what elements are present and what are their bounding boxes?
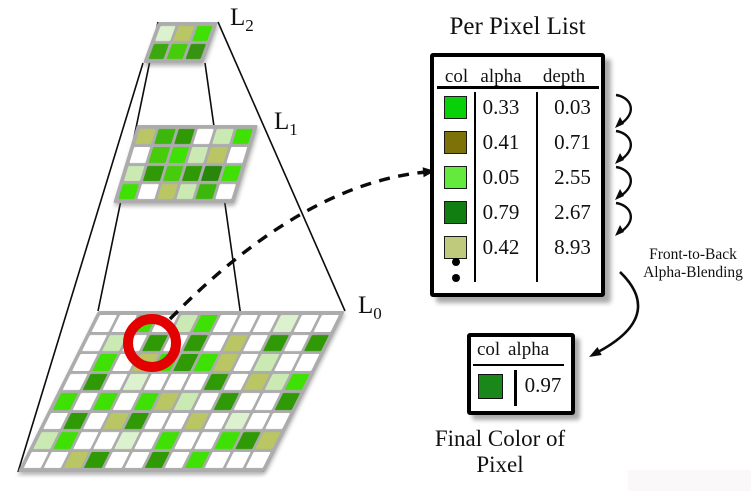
- final-header-col: col: [477, 339, 501, 360]
- final-column-divider: [514, 370, 517, 406]
- depth-value: 8.93: [554, 235, 591, 259]
- highlight-circle: [123, 314, 181, 372]
- final-header-rule: [473, 364, 564, 366]
- depth-value: 0.03: [554, 95, 591, 119]
- column-divider: [474, 92, 476, 282]
- mip-grid-l0: [17, 311, 345, 472]
- alpha-value: 0.42: [482, 235, 520, 259]
- label-l0: L0: [358, 292, 382, 323]
- pixel-list-row: 0.41 0.71: [434, 130, 601, 166]
- grid-cell: [168, 147, 190, 163]
- header-col: col: [444, 66, 469, 87]
- depth-value: 2.55: [554, 165, 591, 189]
- grid-cell: [201, 165, 223, 181]
- depth-value: 0.71: [554, 130, 591, 154]
- color-swatch: [444, 96, 467, 119]
- grid-cell: [191, 26, 213, 41]
- final-color-swatch: [478, 374, 503, 399]
- grid-cell: [206, 147, 228, 163]
- final-caption: Final Color of Pixel: [434, 426, 566, 477]
- header-depth: depth: [542, 66, 586, 87]
- label-l2: L2: [230, 4, 254, 35]
- grid-cell: [129, 147, 151, 163]
- blend-label-line1: Front-to-Back: [649, 246, 737, 263]
- header-alpha: alpha: [480, 66, 522, 87]
- grid-cell: [166, 44, 188, 59]
- grid-cell: [118, 183, 140, 199]
- blend-step-arrows: [615, 93, 633, 232]
- grid-cell: [143, 165, 165, 181]
- grid-cell: [162, 165, 184, 181]
- grid-cell: [220, 165, 242, 181]
- grid-cell: [154, 129, 176, 145]
- blend-result-arrowhead: [589, 347, 602, 357]
- alpha-value: 0.79: [482, 200, 520, 224]
- blend-step-arrowheads: [615, 117, 624, 236]
- label-l1: L1: [274, 108, 298, 139]
- blend-label: Front-to-Back Alpha-Blending: [633, 246, 751, 282]
- grid-cell: [231, 129, 253, 145]
- column-divider: [536, 92, 538, 282]
- alpha-value: 0.33: [482, 95, 520, 119]
- final-alpha-value: 0.97: [524, 373, 562, 397]
- ellipsis-dot: [452, 274, 460, 282]
- mip-grid-l2: [143, 22, 218, 63]
- grid-cell: [195, 183, 217, 199]
- color-swatch: [444, 166, 467, 189]
- pixel-list-row: 0.05 2.55: [434, 165, 601, 201]
- grid-cell: [123, 165, 145, 181]
- grid-cell: [148, 44, 170, 59]
- grid-cell: [176, 183, 198, 199]
- color-swatch: [444, 131, 467, 154]
- ellipsis-dot: [452, 258, 460, 266]
- grid-cell: [173, 129, 195, 145]
- color-swatch: [444, 201, 467, 224]
- grid-cell: [135, 129, 157, 145]
- pixel-list-row: 0.42 8.93: [434, 235, 601, 271]
- grid-cell: [157, 183, 179, 199]
- per-pixel-list-box: col alpha depth 0.33 0.03 0.41 0.71 0.05 2.55…: [430, 53, 605, 297]
- pixel-list-row: 0.79 2.67: [434, 200, 601, 236]
- grid-cell: [215, 183, 237, 199]
- depth-value: 2.67: [554, 200, 591, 224]
- ppl-rows: 0.33 0.03 0.41 0.71 0.05 2.55 0.79 2.67 0.42 8.93: [434, 95, 601, 271]
- grid-cell: [185, 44, 206, 59]
- mip-grid-l1: [113, 125, 258, 203]
- grid-cell: [173, 26, 195, 41]
- grid-cell: [187, 147, 209, 163]
- grid-cell: [148, 147, 170, 163]
- final-header-alpha: alpha: [508, 339, 550, 360]
- alpha-value: 0.41: [482, 130, 520, 154]
- grid-cell: [137, 183, 159, 199]
- blend-label-line2: Alpha-Blending: [643, 264, 743, 281]
- grid-cell: [212, 129, 234, 145]
- grid-cell: [155, 26, 176, 41]
- artifact-bar: [628, 470, 751, 491]
- pixel-list-row: 0.33 0.03: [434, 95, 601, 131]
- header-rule: [437, 86, 599, 89]
- final-color-box: col alpha 0.97: [467, 333, 575, 415]
- per-pixel-list-title: Per Pixel List: [449, 13, 586, 40]
- alpha-value: 0.05: [482, 165, 520, 189]
- color-swatch: [444, 236, 467, 259]
- grid-cell: [181, 165, 203, 181]
- grid-cell: [226, 147, 248, 163]
- grid-cell: [193, 129, 215, 145]
